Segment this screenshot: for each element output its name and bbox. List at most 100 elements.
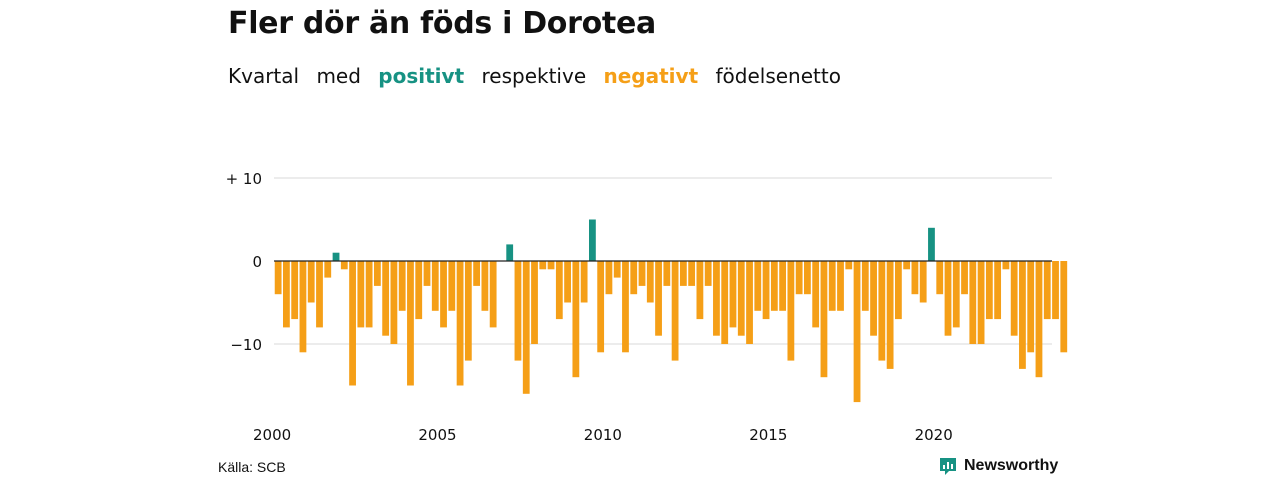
subtitle-negative-word: negativt [603, 64, 699, 88]
bar [1060, 261, 1068, 353]
bar [688, 261, 696, 286]
bar [804, 261, 811, 295]
bar [299, 261, 307, 353]
bar [365, 261, 373, 328]
bar [961, 261, 968, 295]
bar [415, 261, 423, 320]
bar [481, 261, 489, 311]
bar [1019, 261, 1026, 369]
bar [779, 261, 787, 311]
bar [638, 261, 646, 286]
bar [423, 261, 431, 286]
bar [514, 261, 522, 361]
bar [324, 261, 332, 278]
bar [572, 261, 580, 378]
bar [332, 252, 340, 261]
y-tick-label: −10 [230, 336, 262, 354]
bar [729, 261, 737, 328]
bar [464, 261, 472, 361]
bar [274, 261, 282, 295]
bar [456, 261, 464, 386]
bar [349, 261, 356, 386]
bar [522, 261, 530, 394]
bar [622, 261, 629, 353]
subtitle-word: Kvartal [228, 64, 300, 88]
bar [357, 261, 365, 328]
bar [795, 261, 803, 295]
bar [994, 261, 1002, 320]
bar [770, 261, 778, 311]
bar [407, 261, 414, 386]
bar [316, 261, 323, 328]
bar [787, 261, 795, 361]
bar [721, 261, 729, 344]
y-tick-label: + 10 [226, 170, 262, 188]
bar [977, 261, 985, 344]
bar [679, 261, 687, 286]
bar [291, 261, 299, 320]
bar [646, 261, 654, 303]
bar [605, 261, 613, 295]
bar [985, 261, 993, 320]
bar [820, 261, 828, 378]
bar [1052, 261, 1059, 320]
bar [919, 261, 927, 303]
bar [886, 261, 894, 369]
bar [878, 261, 886, 361]
subtitle-word: med [316, 64, 361, 88]
bar [671, 261, 679, 361]
bar [390, 261, 398, 344]
bar [828, 261, 836, 311]
bar [713, 261, 720, 336]
bar [1027, 261, 1035, 353]
bar [861, 261, 869, 311]
bar [580, 261, 588, 303]
bar [340, 261, 348, 270]
bar [911, 261, 919, 295]
bar [307, 261, 315, 303]
bar [737, 261, 745, 336]
x-tick-label: 2005 [418, 426, 456, 444]
bar [853, 261, 861, 403]
bar [1010, 261, 1018, 336]
chart-title: Fler dör än föds i Dorotea [228, 6, 656, 41]
bar [928, 227, 935, 261]
bar [655, 261, 662, 336]
chart-subtitle: Kvartal med positivt respektive negativt… [228, 64, 852, 88]
bar [969, 261, 977, 344]
x-tick-label: 2010 [584, 426, 622, 444]
bar [936, 261, 944, 295]
bar [564, 261, 571, 303]
x-tick-label: 2000 [253, 426, 291, 444]
bar [870, 261, 877, 336]
brand-name: Newsworthy [964, 457, 1059, 474]
bar [473, 261, 481, 286]
bar [746, 261, 753, 344]
bar [837, 261, 844, 311]
bar [663, 261, 671, 286]
bar [283, 261, 290, 328]
x-tick-label: 2020 [915, 426, 953, 444]
bar [1043, 261, 1051, 320]
bar [489, 261, 497, 328]
source-note: Källa: SCB [218, 459, 286, 475]
bar [589, 219, 596, 261]
bar [630, 261, 638, 295]
bar [431, 261, 439, 311]
bar [613, 261, 621, 278]
subtitle-positive-word: positivt [378, 64, 465, 88]
bar [555, 261, 563, 320]
bar [440, 261, 447, 328]
bar [812, 261, 820, 328]
newsworthy-logo-icon [940, 458, 956, 475]
bar [762, 261, 770, 320]
brand-logo[interactable]: Newsworthy [938, 456, 1058, 476]
bar [903, 261, 911, 270]
subtitle-word: födelsenetto [715, 64, 841, 88]
bar [448, 261, 456, 311]
bar [754, 261, 762, 311]
bar [845, 261, 853, 270]
bar [373, 261, 381, 286]
y-tick-label: 0 [252, 253, 262, 271]
bar [382, 261, 390, 336]
